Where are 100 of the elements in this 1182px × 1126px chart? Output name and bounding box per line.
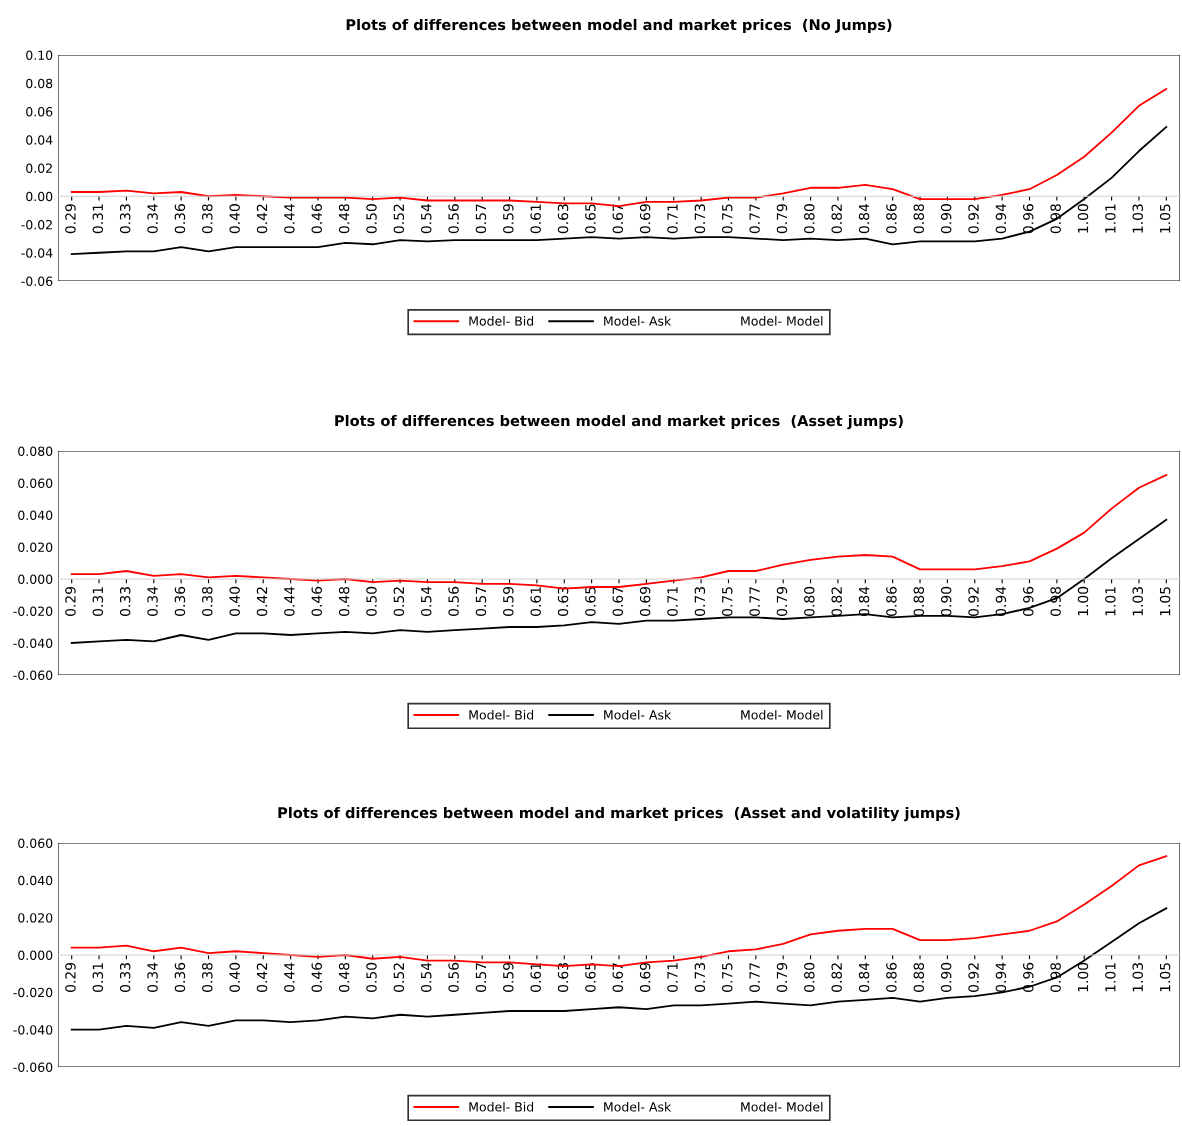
- y-tick-label: -0.060: [13, 670, 53, 680]
- y-tick-label: 0.10: [26, 50, 53, 60]
- x-tick-label: 0.46: [311, 204, 323, 234]
- x-tick-label: 0.50: [366, 586, 377, 616]
- x-tick-label: 0.71: [667, 204, 678, 234]
- x-tick-label: 0.92: [968, 587, 979, 616]
- x-tick-label: 0.34: [147, 203, 158, 234]
- y-tick-label: 0.060: [18, 478, 53, 488]
- x-tick-label: 0.31: [92, 204, 104, 234]
- y-tick-label: -0.020: [13, 606, 53, 616]
- x-tick-label: 0.73: [694, 963, 706, 992]
- x-tick-label: 0.54: [420, 962, 432, 992]
- x-tick-label: 0.65: [585, 204, 596, 234]
- x-tick-label: 0.33: [119, 963, 131, 992]
- x-tick-label: 0.65: [585, 587, 596, 616]
- chart-title: Plots of differences between model and market prices (Asset and volatility jumps): [278, 806, 960, 822]
- x-tick-label: 0.67: [612, 963, 624, 992]
- x-tick-label: 1.05: [1159, 963, 1171, 992]
- x-tick-label: 0.57: [475, 204, 487, 234]
- x-tick-label: 0.54: [420, 203, 432, 234]
- x-tick-label: 0.40: [229, 586, 240, 616]
- x-tick-label: 0.80: [804, 962, 815, 992]
- y-tick-label: 0.04: [26, 135, 53, 145]
- x-tick-label: 0.86: [886, 586, 897, 616]
- y-tick-label: 0.020: [18, 542, 53, 552]
- x-tick-label: 0.94: [995, 962, 1007, 992]
- x-tick-label: 0.94: [995, 203, 1007, 234]
- x-tick-label: 0.42: [256, 204, 268, 234]
- x-tick-label: 0.36: [174, 586, 186, 616]
- x-tick-label: 0.40: [229, 204, 240, 234]
- legend-label: Model- Bid: [469, 1101, 534, 1112]
- x-tick-label: 0.73: [694, 587, 706, 616]
- x-tick-label: 0.69: [639, 204, 651, 234]
- text: Model- Model: [741, 316, 823, 326]
- x-tick-label: 0.48: [338, 204, 350, 234]
- x-tick-label: 0.84: [858, 203, 870, 234]
- x-tick-label: 0.88: [913, 962, 925, 992]
- x-tick-label: 0.67: [612, 587, 624, 616]
- y-tick-label: 0.000: [18, 950, 53, 960]
- x-tick-label: 0.59: [503, 586, 514, 616]
- x-tick-label: 0.86: [886, 204, 897, 234]
- y-tick-label: -0.06: [21, 276, 53, 286]
- x-tick-label: 0.75: [721, 587, 733, 616]
- x-tick-label: 0.42: [256, 587, 268, 616]
- x-tick-label: 0.34: [147, 962, 158, 992]
- x-tick-label: 0.63: [557, 963, 569, 992]
- x-tick-label: 0.59: [503, 962, 514, 992]
- x-tick-label: 0.82: [831, 963, 842, 992]
- x-tick-label: 0.34: [147, 586, 158, 616]
- x-tick-label: 0.54: [420, 586, 432, 616]
- x-tick-label: 0.48: [338, 962, 350, 992]
- x-tick-label: 0.90: [940, 962, 952, 992]
- x-tick-label: 0.57: [475, 963, 487, 992]
- y-tick-label: 0.000: [18, 574, 53, 584]
- y-tick-label: 0.06: [26, 106, 53, 117]
- x-tick-label: 0.92: [968, 204, 979, 234]
- x-tick-label: 0.36: [174, 204, 186, 234]
- x-tick-label: 0.56: [448, 204, 459, 234]
- x-tick-label: 0.56: [448, 962, 459, 992]
- x-tick-label: 0.46: [311, 586, 323, 616]
- x-tick-label: 0.56: [448, 586, 459, 616]
- x-tick-label: 1.05: [1159, 204, 1171, 233]
- x-tick-label: 0.75: [721, 204, 733, 234]
- y-tick-label: 0.060: [18, 838, 53, 848]
- x-tick-label: 0.33: [119, 587, 131, 616]
- x-tick-label: 0.59: [503, 204, 514, 234]
- x-tick-label: 1.03: [1132, 587, 1143, 616]
- x-tick-label: 0.80: [804, 586, 815, 616]
- y-tick-label: -0.020: [13, 987, 53, 998]
- legend-label: Model- Bid: [469, 709, 534, 720]
- x-tick-label: 0.44: [284, 962, 295, 992]
- x-tick-label: 0.84: [858, 962, 870, 992]
- y-tick-label: 0.040: [18, 875, 53, 886]
- x-tick-label: 0.96: [1023, 586, 1034, 616]
- x-tick-label: 0.98: [1050, 204, 1061, 234]
- x-tick-label: 0.69: [639, 962, 651, 992]
- x-tick-label: 0.77: [749, 587, 760, 616]
- y-tick-label: 0.02: [26, 163, 52, 173]
- x-tick-label: 0.50: [366, 962, 377, 992]
- legend-label: Model- Ask: [604, 1101, 672, 1112]
- x-tick-label: 0.92: [968, 963, 979, 992]
- text: Model- Model: [741, 1101, 823, 1112]
- x-tick-label: 0.46: [311, 962, 323, 992]
- x-tick-label: 1.01: [1105, 587, 1116, 616]
- y-tick-label: -0.040: [13, 1025, 53, 1035]
- x-tick-label: 0.48: [338, 586, 350, 616]
- x-tick-label: 0.29: [65, 962, 76, 992]
- x-tick-label: 0.29: [65, 586, 76, 616]
- x-tick-label: 0.52: [393, 963, 405, 992]
- legend-label: Model- Ask: [604, 709, 672, 720]
- x-tick-label: 0.71: [667, 587, 678, 616]
- x-tick-label: 0.77: [749, 963, 760, 992]
- x-tick-label: 0.82: [831, 204, 842, 234]
- x-tick-label: 0.61: [530, 587, 541, 616]
- x-tick-label: 0.96: [1023, 204, 1034, 234]
- x-tick-label: 0.71: [667, 963, 678, 992]
- x-tick-label: 0.52: [393, 204, 405, 234]
- x-tick-label: 0.44: [284, 203, 295, 234]
- x-tick-label: 0.38: [202, 962, 213, 992]
- y-tick-label: -0.060: [13, 1062, 53, 1072]
